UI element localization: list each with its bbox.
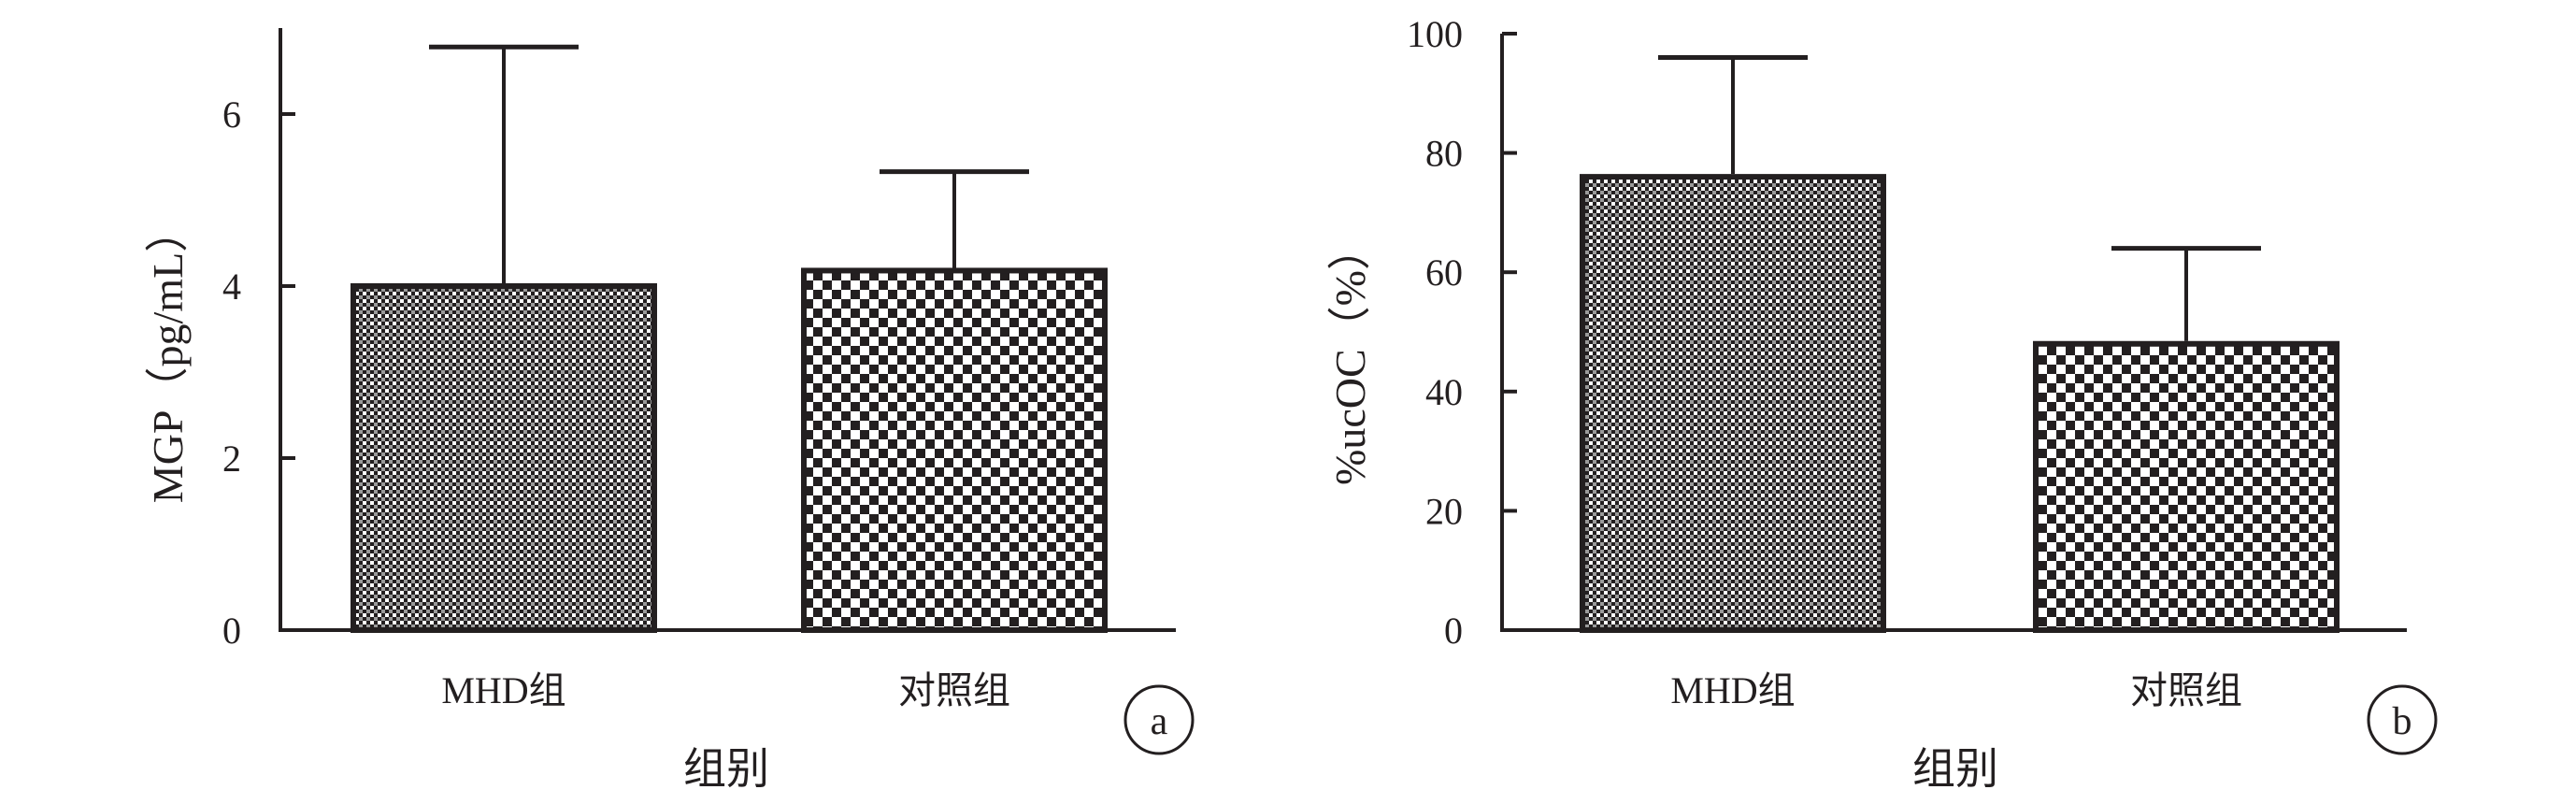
axes-group [1500,34,2407,632]
y-axis-title: MGP（pg/mL） [144,209,192,503]
error-bars-group [429,44,1029,283]
y-tick-label: 60 [1425,251,1463,294]
x-tick-label: 对照组 [2130,669,2242,711]
bar-1 [351,283,657,633]
y-ticks-group: 0 20 40 60 80 100 [1407,13,1517,652]
y-tick-label: 6 [222,93,241,136]
y-tick-label: 4 [222,266,241,308]
bar-2 [801,267,1108,633]
y-axis-title: %ucOC（%） [1326,227,1374,485]
chart-panel-b: 0 20 40 60 80 100 MHD组 对照组 %ucOC（%） 组别 b [1326,13,2438,793]
y-tick-label: 0 [1444,610,1463,652]
x-axis-title: 组别 [683,745,769,793]
y-tick-label: 2 [222,438,241,480]
chart-panel-a: 0 2 4 6 MHD组 对照组 MGP（pg/mL） 组别 a [144,28,1195,793]
y-tick-label: 0 [222,610,241,652]
bar-1 [1580,174,1886,633]
panel-b-label: b [2393,700,2412,743]
bar-2 [2033,340,2340,633]
error-bars-group [1658,55,2261,341]
x-tick-label: MHD组 [1670,669,1795,711]
x-axis-title: 组别 [1912,745,1998,793]
bars-group [351,267,1108,633]
panel-a-label: a [1151,700,1168,743]
y-tick-label: 80 [1425,133,1463,175]
y-tick-label: 20 [1425,490,1463,532]
bars-group [1580,174,2340,633]
x-ticks-group: MHD组 对照组 [1670,669,2242,711]
y-tick-label: 40 [1425,371,1463,413]
panel-b-label-circle [2367,684,2438,755]
x-ticks-group: MHD组 对照组 [441,669,1010,711]
x-tick-label: MHD组 [441,669,565,711]
x-tick-label: 对照组 [898,669,1010,711]
y-ticks-group: 0 2 4 6 [222,93,295,652]
axes-group [279,28,1176,632]
panel-a-label-circle [1123,684,1195,755]
y-tick-label: 100 [1407,13,1463,55]
